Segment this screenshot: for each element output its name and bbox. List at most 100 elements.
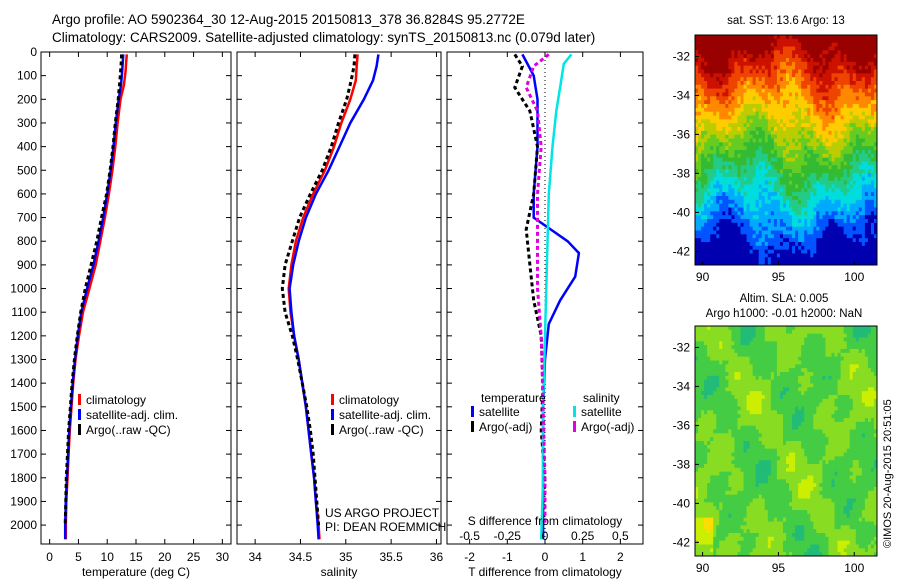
- map-cell: [852, 65, 857, 70]
- map-cell: [804, 176, 808, 182]
- map-cell: [755, 81, 760, 86]
- map-cell: [795, 356, 799, 361]
- map-cell: [837, 100, 841, 105]
- legend-swatch: [471, 406, 474, 417]
- map-cell: [834, 199, 838, 205]
- map-cell: [767, 368, 772, 373]
- map-cell: [743, 130, 747, 136]
- map-cell: [795, 368, 799, 373]
- map-cell: [776, 341, 781, 346]
- map-cell: [782, 100, 787, 105]
- map-cell: [834, 349, 838, 354]
- map-cell: [861, 360, 866, 365]
- map-cell: [728, 245, 732, 251]
- map-cell: [752, 173, 757, 178]
- map-cell: [798, 92, 802, 97]
- map-cell: [804, 130, 808, 136]
- map-cell: [758, 356, 763, 361]
- map-cell: [864, 165, 869, 170]
- map-cell: [843, 372, 848, 377]
- map-cell: [776, 257, 781, 262]
- map-cell: [834, 111, 838, 116]
- map-cell: [773, 249, 778, 254]
- map-cell: [792, 184, 796, 189]
- map-cell: [695, 58, 699, 63]
- legend-title-temperature: temperature: [481, 391, 546, 405]
- map-cell: [831, 161, 835, 166]
- map-cell: [798, 222, 802, 228]
- map-cell: [789, 119, 793, 124]
- map-cell: [761, 249, 766, 254]
- map-cell: [770, 50, 775, 55]
- map-cell: [758, 196, 763, 201]
- map-cell: [752, 153, 757, 159]
- map-cell: [822, 100, 826, 105]
- map-cell: [813, 253, 817, 258]
- map-cell: [773, 173, 778, 178]
- map-cell: [743, 207, 747, 212]
- map-cell: [819, 211, 823, 216]
- map-cell: [873, 161, 878, 166]
- map-cell: [710, 337, 714, 342]
- map-cell: [704, 169, 708, 174]
- map-cell: [828, 111, 832, 116]
- map-cell: [849, 364, 854, 369]
- map-cell: [846, 379, 851, 384]
- map-cell: [716, 123, 720, 128]
- map-cell: [843, 134, 848, 139]
- map-cell: [819, 138, 823, 143]
- map-cell: [770, 245, 775, 251]
- map-cell: [828, 169, 832, 174]
- map-cell: [713, 211, 717, 216]
- x-tick-label: 5: [75, 550, 82, 564]
- map-cell: [804, 222, 808, 228]
- map-cell: [795, 199, 799, 205]
- map-cell: [828, 104, 832, 109]
- map-cell: [698, 211, 702, 216]
- map-cell: [813, 203, 817, 208]
- y-tick-label: 0: [30, 45, 37, 59]
- map-cell: [852, 245, 857, 251]
- map-cell: [843, 69, 848, 74]
- map-cell: [813, 207, 817, 212]
- map-cell: [789, 173, 793, 178]
- map-cell: [764, 333, 769, 338]
- map-cell: [828, 368, 832, 373]
- map-cell: [819, 180, 823, 185]
- map-cell: [813, 261, 817, 266]
- map-cell: [698, 253, 702, 258]
- map-cell: [764, 242, 769, 247]
- map-cell: [743, 115, 747, 120]
- map-cell: [867, 360, 872, 365]
- map-cell: [864, 180, 869, 185]
- map-cell: [701, 157, 705, 162]
- map-cell: [840, 352, 845, 358]
- map-cell: [704, 165, 708, 170]
- map-cell: [870, 42, 875, 47]
- map-cell: [725, 337, 729, 342]
- map-cell: [719, 81, 723, 86]
- map-cell: [749, 375, 754, 381]
- map-cell: [804, 196, 808, 201]
- map-cell: [710, 234, 714, 239]
- map-cell: [822, 42, 826, 47]
- map-cell: [795, 333, 799, 338]
- map-cell: [752, 207, 757, 212]
- map-cell: [855, 88, 860, 93]
- map-cell: [840, 349, 845, 354]
- map-cell: [707, 65, 711, 70]
- map-cell: [849, 169, 854, 174]
- map-cell: [701, 42, 705, 47]
- map-cell: [725, 356, 729, 361]
- map-cell: [792, 165, 796, 170]
- map-cell: [816, 391, 820, 396]
- map-cell: [846, 180, 851, 185]
- map-cell: [737, 234, 741, 239]
- map-cell: [773, 69, 778, 74]
- map-cell: [795, 69, 799, 74]
- map-cell: [870, 196, 875, 201]
- map-cell: [834, 203, 838, 208]
- map-cell: [846, 356, 851, 361]
- map-cell: [710, 207, 714, 212]
- map-cell: [873, 364, 878, 369]
